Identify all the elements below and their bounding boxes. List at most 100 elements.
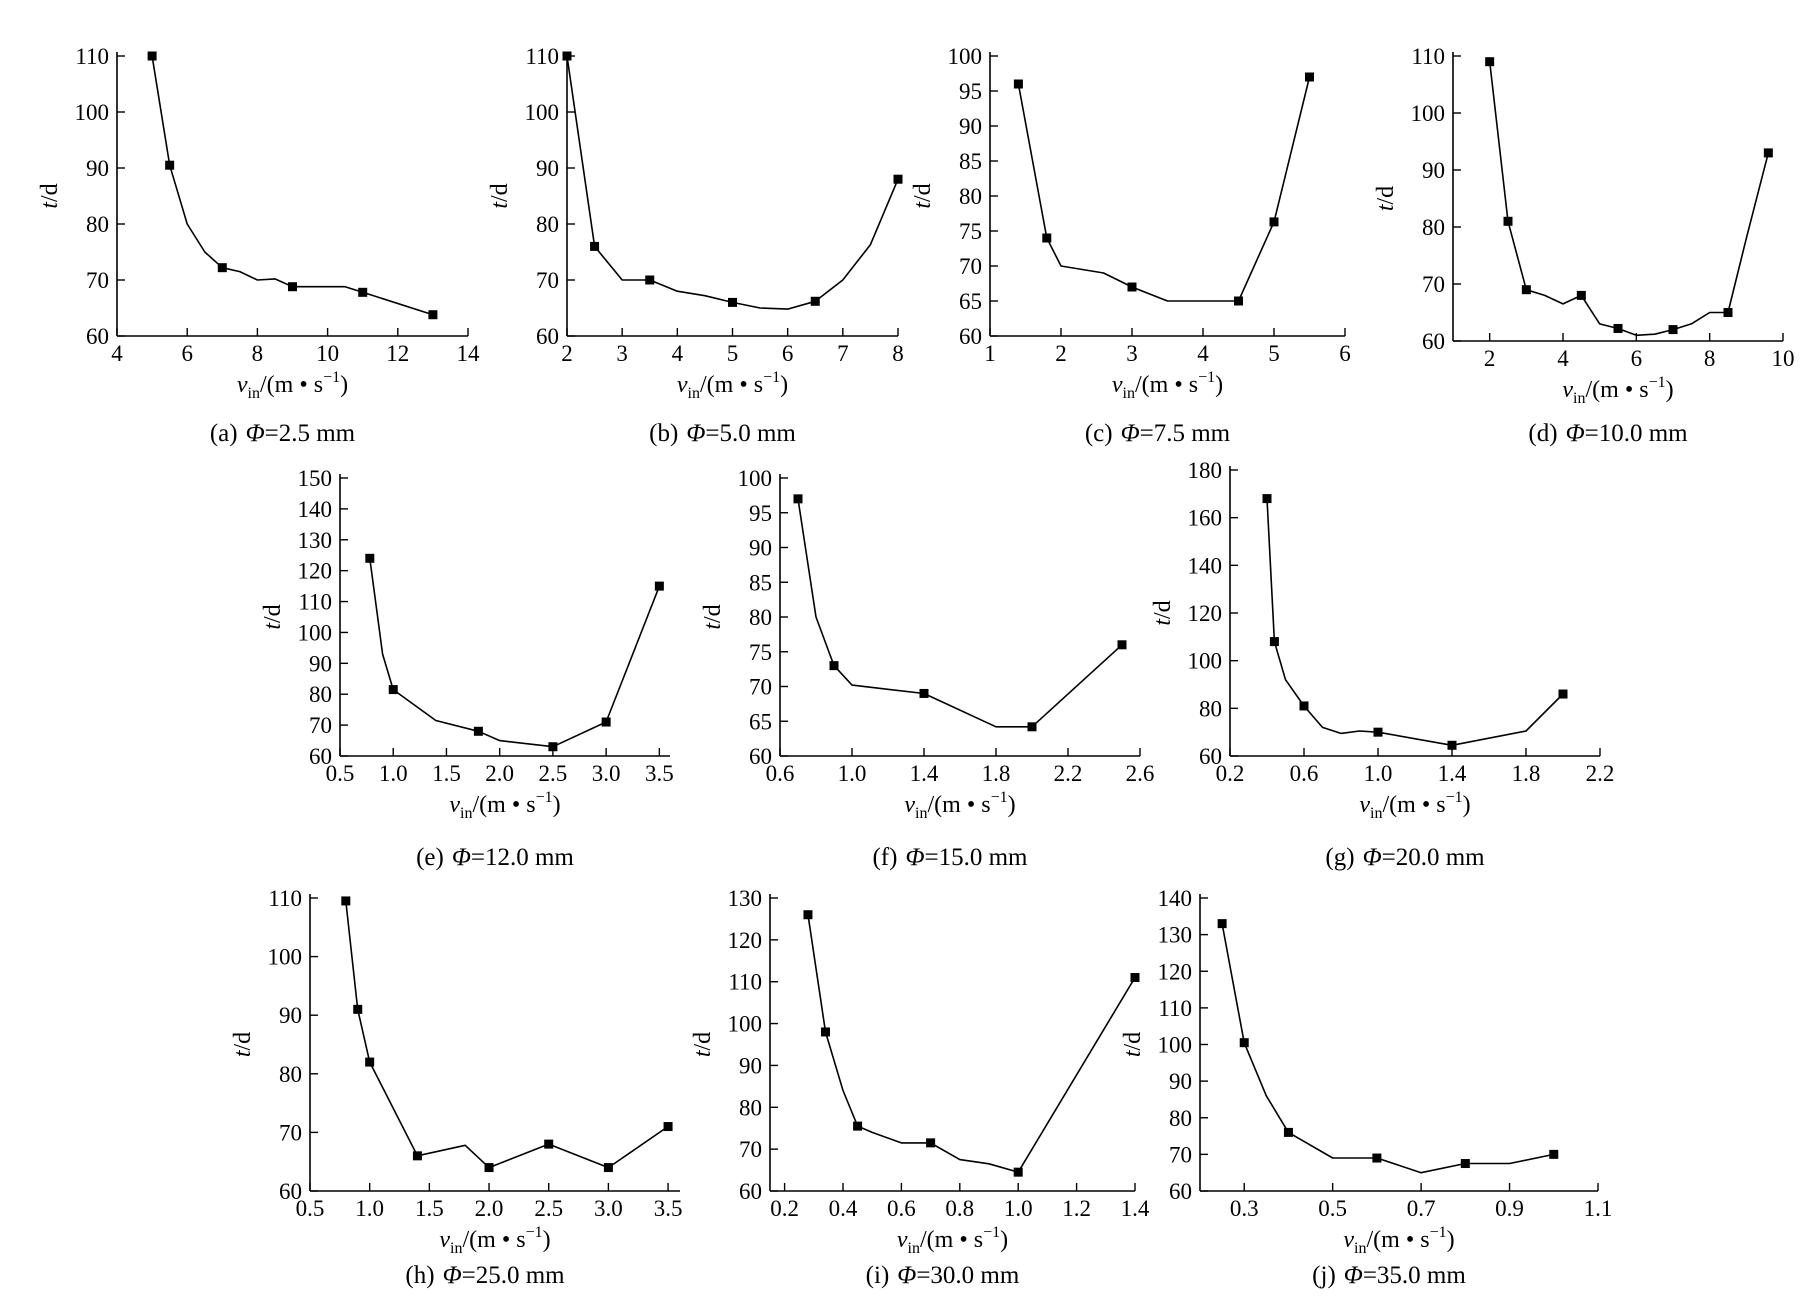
y-tick-label: 80 [309, 682, 332, 707]
x-axis-unit: /(m • s [473, 792, 536, 818]
data-point-marker [1269, 217, 1279, 227]
caption-value: =5.0 mm [705, 420, 796, 447]
x-axis-unit: /(m • s [260, 372, 323, 398]
x-tick-label: 1.8 [1512, 761, 1541, 786]
x-tick-label: 0.6 [887, 1196, 916, 1221]
caption-prefix: (c) [1085, 420, 1113, 447]
x-tick-label: 10 [316, 341, 339, 366]
data-point-marker [820, 1027, 830, 1037]
y-tick-label: 60 [1422, 329, 1445, 354]
caption-value: =7.5 mm [1140, 420, 1231, 447]
y-tick-label: 70 [959, 254, 982, 279]
panel-caption: (c) Φ=7.5 mm [1085, 420, 1231, 447]
y-tick-label: 100 [1411, 101, 1446, 126]
y-tick-label: 80 [1422, 215, 1445, 240]
y-tick-label: 90 [1169, 1069, 1192, 1094]
series-line [1017, 76, 1311, 302]
y-tick-label: 180 [1188, 458, 1223, 483]
x-axis-symbol: v [1359, 792, 1370, 818]
x-tick-label: 3 [1126, 341, 1138, 366]
panel-caption: (a) Φ=2.5 mm [210, 420, 356, 447]
y-axis-label: t/d [910, 183, 936, 208]
x-tick-label: 6 [181, 341, 193, 366]
x-tick-label: 1.8 [982, 761, 1011, 786]
y-tick-label: 110 [525, 44, 559, 69]
y-axis-label: t/d [1120, 1032, 1146, 1057]
data-point-marker [1372, 1153, 1382, 1163]
y-tick-label: 70 [86, 268, 109, 293]
x-axis-unit: /(m • s [920, 1227, 983, 1253]
data-point-marker [365, 1057, 375, 1067]
y-tick-label: 110 [298, 590, 332, 615]
data-point-marker [1217, 919, 1227, 929]
y-axis-symbol: t [690, 1049, 716, 1057]
y-tick-label: 90 [739, 1053, 762, 1078]
y-tick-label: 120 [728, 928, 763, 953]
data-point-marker [919, 688, 929, 698]
x-axis-close: ) [1666, 377, 1674, 403]
chart-panel-a: 60 70 80 90 100 110 4 6 8 10 12 14 t/d vin/(m • s−1) (… [37, 44, 480, 447]
data-point-marker [645, 275, 655, 285]
caption-phi-symbol: Φ [905, 844, 924, 871]
x-tick-label: 5 [1268, 341, 1280, 366]
data-point-marker [1239, 1038, 1249, 1048]
x-tick-label: 2.5 [539, 761, 568, 786]
x-tick-label: 10 [1772, 346, 1795, 371]
data-point-marker [365, 553, 375, 563]
data-point-marker [358, 287, 368, 297]
x-tick-label: 2.5 [534, 1196, 563, 1221]
y-tick-label: 90 [309, 651, 332, 676]
data-point-marker [728, 297, 737, 307]
caption-value: =12.0 mm [471, 844, 575, 871]
y-axis-label: t/d [230, 1032, 256, 1057]
data-point-marker [217, 263, 227, 273]
data-point-marker [484, 1163, 494, 1173]
caption-prefix: (j) [1312, 1262, 1336, 1289]
data-point-marker [926, 1138, 936, 1148]
x-axis-symbol: v [677, 372, 688, 398]
y-axis-symbol: t [700, 622, 726, 630]
x-axis-exponent: −1 [1446, 789, 1463, 806]
y-tick-label: 60 [739, 1179, 762, 1204]
y-tick-label: 100 [1188, 649, 1223, 674]
panel-caption: (h) Φ=25.0 mm [405, 1262, 565, 1289]
y-axis-symbol: t [1150, 618, 1176, 626]
y-tick-label: 100 [948, 44, 983, 69]
x-axis-label: vin/(m • s−1) [1343, 1224, 1454, 1257]
x-tick-label: 2 [561, 341, 573, 366]
y-tick-label: 60 [279, 1179, 302, 1204]
data-point-marker [165, 160, 175, 170]
y-tick-label: 110 [728, 970, 762, 995]
y-axis-unit: /d [1150, 600, 1176, 619]
x-tick-label: 0.3 [1230, 1196, 1259, 1221]
y-tick-label: 130 [1158, 923, 1193, 948]
y-tick-label: 80 [959, 184, 982, 209]
data-point-marker [1447, 740, 1457, 750]
x-axis-exponent: −1 [323, 369, 340, 386]
y-axis-unit: /d [690, 1032, 716, 1051]
x-axis-close: ) [543, 1227, 551, 1253]
x-tick-label: 0.2 [1216, 761, 1245, 786]
x-tick-label: 2.2 [1586, 761, 1615, 786]
caption-phi-symbol: Φ [1363, 844, 1382, 871]
caption-phi-symbol: Φ [1121, 420, 1140, 447]
caption-prefix: (h) [405, 1262, 434, 1289]
data-point-marker [853, 1121, 863, 1131]
y-tick-label: 100 [75, 100, 110, 125]
x-tick-label: 2 [1484, 346, 1496, 371]
y-tick-label: 80 [739, 1095, 762, 1120]
caption-value: =15.0 mm [925, 844, 1029, 871]
data-point-marker [1027, 722, 1037, 732]
data-point-marker [1668, 325, 1678, 335]
x-tick-label: 3.0 [594, 1196, 623, 1221]
x-tick-label: 4 [1197, 341, 1209, 366]
x-axis-label: vin/(m • s−1) [904, 789, 1015, 822]
panel-caption: (j) Φ=35.0 mm [1312, 1262, 1466, 1289]
data-point-marker [1117, 640, 1127, 650]
x-axis-label: vin/(m • s−1) [237, 369, 348, 402]
x-axis-symbol: v [1562, 377, 1573, 403]
caption-phi-symbol: Φ [246, 420, 265, 447]
chart-panel-b: 60 70 80 90 100 110 2 3 4 5 6 7 8 t/d vin/(m • s−1) (b)… [487, 44, 904, 447]
x-tick-label: 1.0 [1004, 1196, 1033, 1221]
chart-panel-i: 60 70 80 90 100 110 120 130 0.2 0.4 0.6 0.8 1.0 1.2 1.… [690, 886, 1150, 1289]
